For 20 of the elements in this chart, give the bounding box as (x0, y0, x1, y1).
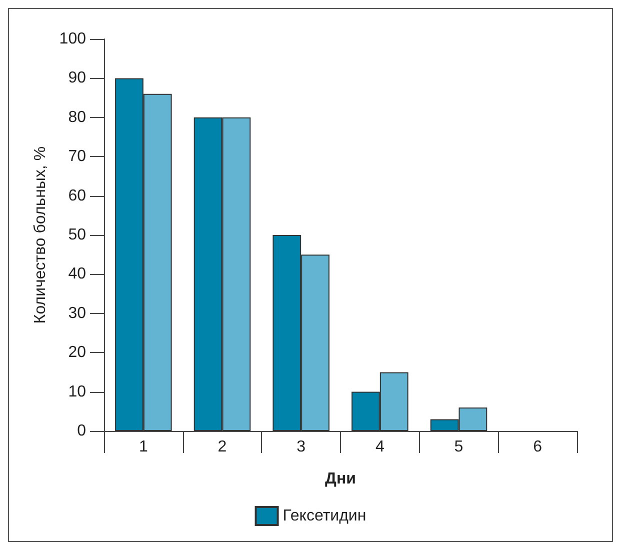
y-tick-label: 70 (68, 148, 86, 166)
y-tick-label: 100 (59, 30, 86, 48)
y-tick-label: 40 (68, 266, 86, 283)
x-tick-label: 5 (454, 438, 464, 456)
x-tick-label: 1 (138, 438, 148, 456)
y-tick-label: 30 (68, 304, 86, 322)
x-tick-label: 2 (218, 438, 227, 456)
y-tick-label: 50 (68, 226, 86, 244)
legend-label: Гексетидин (282, 508, 366, 524)
y-tick-label: 0 (77, 422, 86, 440)
y-tick-label: 10 (68, 383, 86, 400)
y-tick-label: 20 (68, 344, 86, 362)
y-axis-title: Количество больных, % (32, 146, 49, 324)
x-axis-title: Дни (325, 470, 356, 488)
y-tick-label: 60 (68, 187, 86, 204)
y-tick-label: 80 (68, 108, 86, 126)
y-tick-label: 90 (68, 70, 86, 87)
x-tick-label: 4 (375, 438, 384, 456)
x-tick-label: 6 (533, 438, 542, 456)
x-tick-label: 3 (296, 438, 306, 456)
